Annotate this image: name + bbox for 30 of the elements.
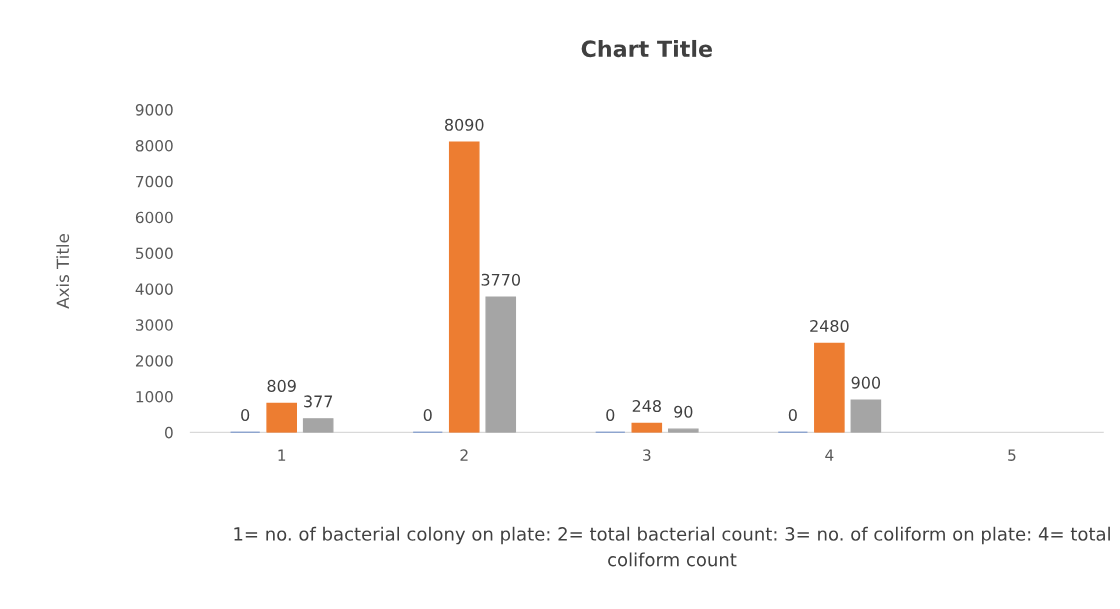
data-label: 8090 xyxy=(445,118,484,131)
x-tick-label: 4 xyxy=(825,449,834,461)
x-tick-label: 5 xyxy=(1008,449,1016,461)
x-axis-title: 1= no. of bacterial colony on plate: 2= total bacterial count: 3= no. of coliform on plate: 4= total coliform count xyxy=(234,526,1110,567)
data-label: 3770 xyxy=(481,273,521,286)
y-tick-label: 2000 xyxy=(135,355,173,367)
data-label: 0 xyxy=(241,408,250,421)
x-tick-label: 2 xyxy=(460,449,468,461)
data-label: 809 xyxy=(267,379,296,392)
data-label: 2480 xyxy=(810,319,849,333)
data-label: 90 xyxy=(674,405,693,418)
data-label: 377 xyxy=(304,395,333,408)
data-label: 900 xyxy=(851,376,881,389)
data-label: 0 xyxy=(423,408,432,421)
y-tick-label: 3000 xyxy=(136,319,173,331)
chart-title: Chart Title xyxy=(581,39,712,58)
y-axis-title: Axis Title xyxy=(56,234,70,309)
y-tick-label: 4000 xyxy=(135,283,173,295)
data-label: 248 xyxy=(632,399,661,413)
data-label: 0 xyxy=(606,408,615,421)
y-tick-label: 5000 xyxy=(136,247,173,260)
y-tick-label: 7000 xyxy=(136,175,173,188)
y-tick-label: 0 xyxy=(165,426,173,439)
y-tick-label: 9000 xyxy=(135,104,173,116)
y-tick-label: 6000 xyxy=(135,211,173,224)
y-tick-label: 8000 xyxy=(135,139,173,152)
x-tick-label: 1 xyxy=(278,449,286,461)
x-tick-label: 3 xyxy=(643,449,651,461)
y-tick-label: 1000 xyxy=(136,390,173,403)
data-label: 0 xyxy=(788,408,797,421)
